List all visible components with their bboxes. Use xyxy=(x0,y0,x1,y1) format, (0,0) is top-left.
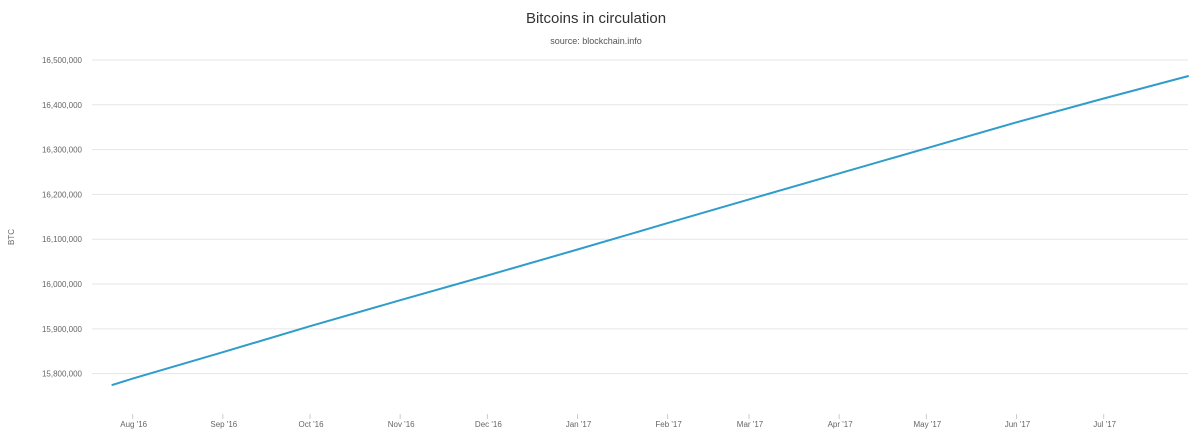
x-tick-label-8: Apr '17 xyxy=(828,420,854,429)
chart-title: Bitcoins in circulation xyxy=(525,10,667,27)
data-point-3 xyxy=(309,325,311,327)
y-axis: 15,800,000 15,900,000 16,000,000 16,100,000… xyxy=(42,56,83,379)
x-tick-label-6: Feb '17 xyxy=(655,420,682,429)
y-tick-label-5: 16,300,000 xyxy=(42,146,83,155)
y-tick-label-6: 16,400,000 xyxy=(42,101,83,110)
data-point-7 xyxy=(667,222,669,224)
grid-layer xyxy=(92,59,1188,375)
data-point-13 xyxy=(1187,75,1189,77)
data-point-11 xyxy=(1016,121,1018,123)
x-tick-label-2: Oct '16 xyxy=(298,420,324,429)
x-tick-label-9: May '17 xyxy=(913,420,941,429)
btc-line xyxy=(111,75,1189,386)
data-point-2 xyxy=(222,351,224,353)
data-point-1 xyxy=(132,378,134,380)
chart-subtitle: source: blockchain.info xyxy=(550,36,642,46)
x-tick-label-3: Nov '16 xyxy=(388,420,415,429)
data-point-9 xyxy=(838,173,840,175)
x-tick-label-11: Jul '17 xyxy=(1093,420,1116,429)
data-point-4 xyxy=(399,299,401,301)
y-tick-label-4: 16,200,000 xyxy=(42,190,83,199)
x-tick-label-4: Dec '16 xyxy=(475,420,502,429)
data-point-6 xyxy=(577,249,579,251)
y-tick-label-2: 16,000,000 xyxy=(42,280,83,289)
data-point-8 xyxy=(748,199,750,201)
x-axis: Aug '16 Sep '16 Oct '16 Nov '16 Dec '16 Jan '… xyxy=(120,414,1117,429)
x-tick-label-5: Jan '17 xyxy=(566,420,592,429)
data-point-0 xyxy=(112,384,114,386)
x-tick-label-0: Aug '16 xyxy=(120,420,147,429)
y-tick-label-3: 16,100,000 xyxy=(42,235,83,244)
y-tick-label-1: 15,900,000 xyxy=(42,325,83,334)
y-tick-label-7: 16,500,000 xyxy=(42,56,83,65)
series-layer xyxy=(111,75,1189,386)
x-tick-label-1: Sep '16 xyxy=(210,420,237,429)
data-point-10 xyxy=(926,147,928,149)
data-point-12 xyxy=(1103,98,1105,100)
x-tick-label-7: Mar '17 xyxy=(737,420,764,429)
y-tick-label-0: 15,800,000 xyxy=(42,370,83,379)
x-tick-label-10: Jun '17 xyxy=(1005,420,1031,429)
data-point-5 xyxy=(487,275,489,277)
